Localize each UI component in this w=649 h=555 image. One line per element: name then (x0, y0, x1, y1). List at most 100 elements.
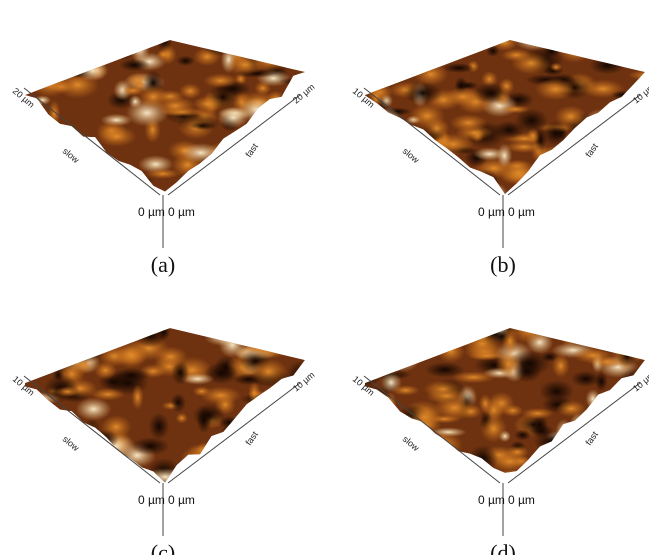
origin-label: 0 µm (508, 205, 535, 219)
surface-blob (30, 349, 62, 370)
origin-label: 0 µm (478, 493, 505, 507)
surface-blob (607, 329, 644, 349)
surface-blob (3, 466, 40, 488)
surface-blob (94, 330, 115, 342)
axis-name: fast (243, 429, 260, 447)
surface-blob (357, 453, 391, 471)
surface-blob (355, 343, 369, 357)
surface-blob (468, 445, 498, 472)
surface-blob (84, 419, 101, 442)
origin-label: 0 µm (168, 205, 195, 219)
surface-blob (23, 68, 41, 76)
surface-blob (77, 60, 109, 81)
afm-surface (8, 27, 325, 204)
surface-blob (414, 182, 429, 195)
surface-blob (535, 78, 575, 101)
surface-blob (225, 169, 239, 182)
surface-blob (531, 154, 572, 179)
surface-blob (380, 171, 414, 193)
surface-blob (84, 450, 115, 467)
panel-label: (c) (151, 540, 175, 555)
surface-blob (35, 324, 78, 346)
surface-blob (203, 73, 238, 87)
surface-blob (272, 36, 296, 51)
surface-blob (628, 42, 646, 51)
surface-blob (254, 456, 285, 482)
surface-blob (581, 27, 622, 49)
surface-blob (262, 427, 303, 439)
surface-blob (217, 106, 249, 128)
surface-blob (54, 465, 69, 489)
surface-blob (630, 132, 649, 150)
surface-blob (256, 164, 296, 190)
surface-blob (290, 37, 304, 50)
surface-blob (292, 60, 325, 77)
surface-blob (389, 40, 403, 58)
surface-blob (601, 114, 613, 129)
surface-blob (48, 100, 60, 126)
surface-blob (450, 114, 488, 132)
surface-blob (364, 145, 388, 167)
surface-blob (634, 395, 649, 404)
surface-blob (8, 52, 33, 60)
surface-blob (554, 466, 575, 476)
surface-blob (228, 432, 245, 444)
surface-blob (608, 26, 649, 47)
surface-blob (473, 169, 499, 191)
surface-blob (14, 408, 45, 420)
surface-blob (269, 156, 292, 178)
surface-blob (230, 180, 257, 192)
surface-blob (38, 162, 59, 176)
surface-blob (226, 54, 264, 76)
surface-blob (269, 152, 301, 174)
surface-blob (189, 319, 219, 332)
surface-blob (517, 464, 557, 488)
surface-blob (348, 146, 373, 158)
surface-blob (268, 421, 292, 444)
surface-blob (506, 445, 529, 459)
surface-blob (171, 393, 186, 413)
surface-blob (550, 63, 562, 72)
surface-blob (583, 462, 604, 474)
surface-blob (38, 141, 79, 150)
surface-blob (558, 39, 591, 63)
surface-blob (500, 105, 530, 113)
surface-blob (212, 459, 240, 480)
surface-blob (262, 156, 281, 175)
axis-end-label: 10 µm (11, 374, 37, 398)
surface-blob (28, 32, 43, 53)
surface-blob (344, 155, 385, 178)
surface-blob (178, 467, 192, 492)
surface-blob (149, 413, 170, 441)
surface-blob (51, 36, 78, 52)
surface-blob (76, 398, 112, 421)
axis-end-label: 20 µm (11, 86, 37, 110)
surface-blob (112, 35, 135, 61)
surface-blob (398, 315, 422, 341)
surface-blob (198, 170, 211, 196)
origin-label: 0 µm (508, 493, 535, 507)
surface-blob (60, 179, 90, 201)
surface-blob (553, 448, 579, 457)
surface-blob (383, 58, 403, 67)
surface-blob (372, 37, 398, 64)
surface-blob (585, 328, 604, 341)
surface-blob (12, 426, 56, 454)
surface-blob (227, 30, 249, 49)
origin-label: 0 µm (168, 493, 195, 507)
surface-blob (372, 466, 404, 481)
surface-blob (377, 314, 398, 332)
surface-blob (176, 413, 188, 424)
surface-blob (514, 30, 555, 50)
surface-blob (389, 170, 414, 190)
surface-blob (50, 31, 62, 56)
surface-blob (350, 136, 393, 148)
surface-blob (424, 117, 449, 139)
surface-blob (569, 324, 581, 339)
surface-blob (214, 458, 227, 483)
surface-blob (38, 450, 81, 477)
surface-blob (452, 169, 484, 191)
surface-blob (118, 176, 155, 184)
surface-blob (219, 332, 246, 357)
